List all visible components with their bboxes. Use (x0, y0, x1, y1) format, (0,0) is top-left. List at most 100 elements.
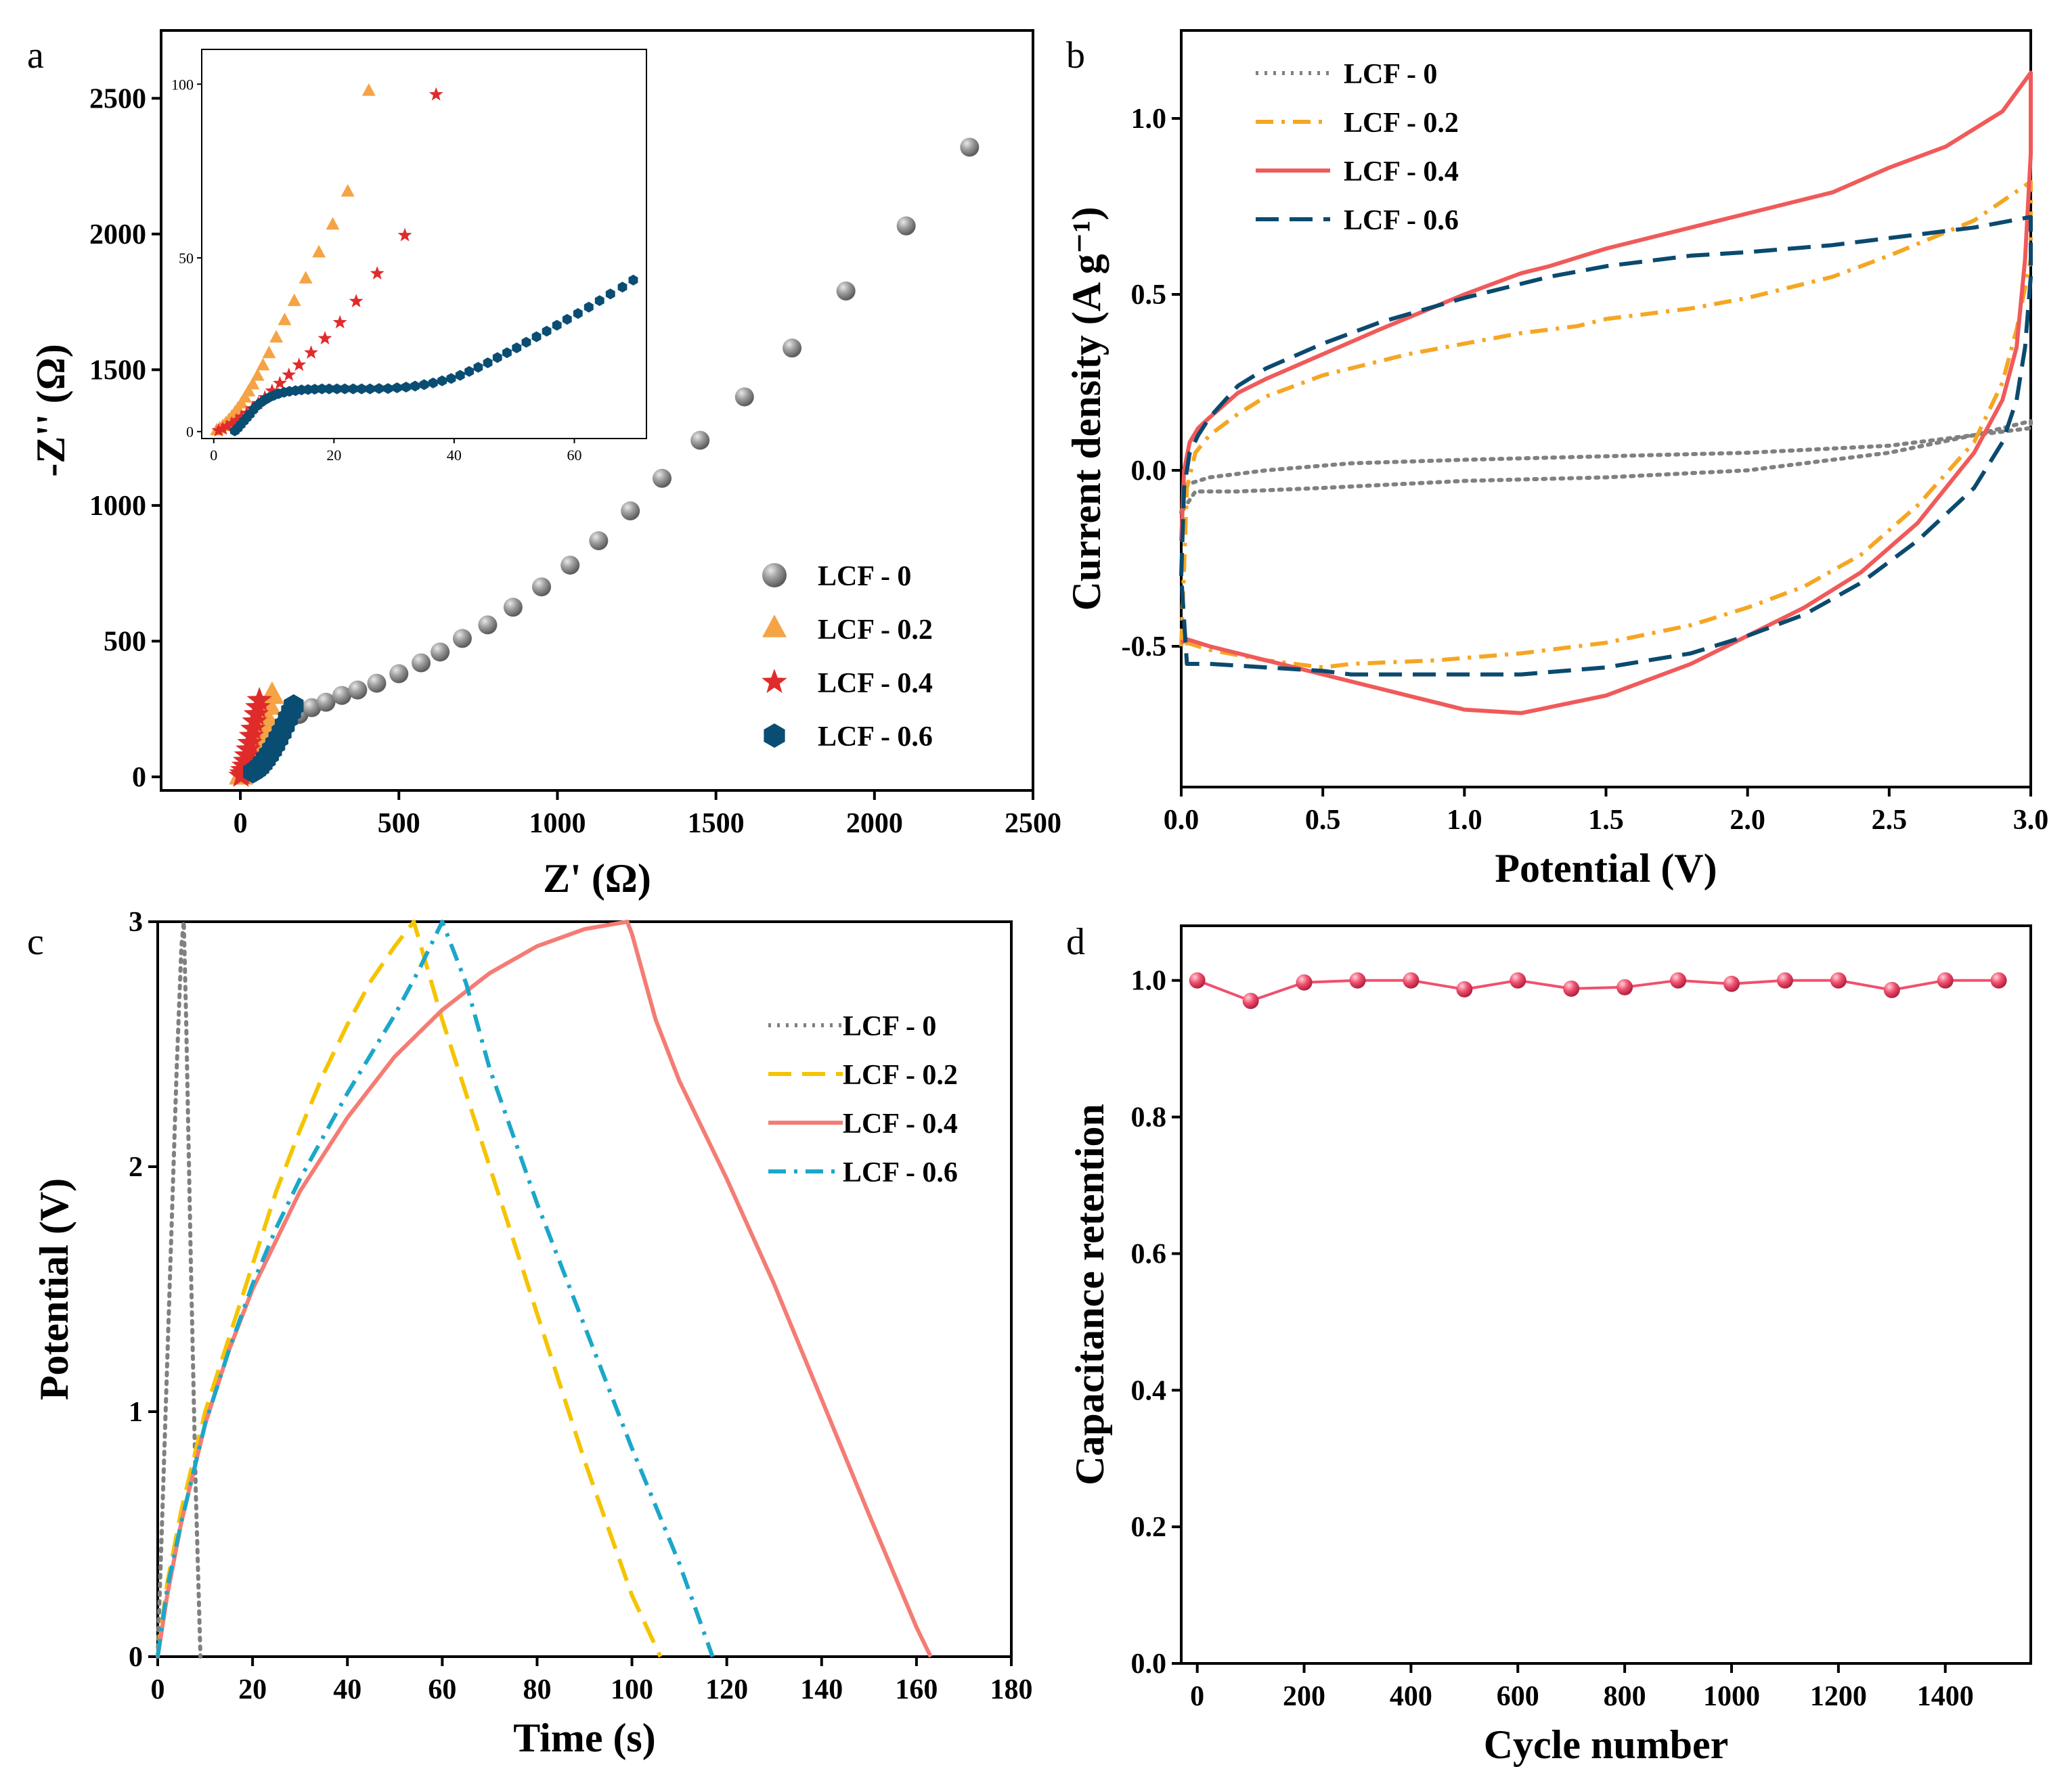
data-point (332, 686, 351, 705)
data-point (412, 653, 431, 673)
legend-label: LCF - 0.4 (818, 668, 933, 699)
data-point (896, 216, 916, 236)
inset-frame (201, 49, 647, 439)
data-point (503, 598, 523, 617)
legend: LCF - 0 LCF - 0.2 LCF - 0.4 LCF - 0.6 (768, 1011, 958, 1188)
data-point (383, 383, 393, 395)
data-point (365, 383, 375, 395)
data-point (836, 282, 856, 301)
data-point (605, 288, 615, 300)
y-tick-label: 500 (104, 626, 146, 657)
data-point (492, 352, 502, 363)
legend-label: LCF - 0.4 (843, 1108, 958, 1140)
x-tick-label: 1200 (1810, 1681, 1867, 1712)
data-point (211, 423, 226, 437)
data-point (783, 338, 802, 358)
x-tick-label: 120 (705, 1674, 748, 1705)
x-tick-label: 1000 (529, 808, 586, 839)
data-point (349, 294, 364, 308)
data-point (340, 383, 350, 395)
data-point (653, 468, 672, 488)
panel-letter: d (1066, 921, 1085, 963)
x-tick-label: 0.5 (1305, 805, 1341, 836)
x-tick-label: 60 (428, 1674, 456, 1705)
x-tick-label: 180 (990, 1674, 1033, 1705)
data-point (764, 723, 785, 748)
data-point (562, 313, 572, 325)
legend: LCF - 0 LCF - 0.2 LCF - 0.4 LCF - 0.6 (1256, 59, 1459, 236)
data-point (340, 183, 355, 197)
data-point (1242, 993, 1259, 1010)
data-point (348, 680, 368, 700)
series-points (1189, 972, 2007, 1010)
data-point (397, 227, 412, 242)
data-point (1616, 979, 1633, 995)
plot-frame (156, 920, 1013, 1658)
panel-letter: a (27, 35, 44, 76)
series-line-LCF-0 (1179, 419, 2033, 515)
inset-x-tick-label: 60 (567, 447, 581, 464)
data-point (256, 357, 270, 371)
y-tick-label: -0.5 (1122, 631, 1167, 663)
data-point (628, 274, 638, 286)
x-tick-label: 1500 (688, 808, 745, 839)
data-point (621, 501, 640, 520)
inset-series-LCF-0.6 (229, 274, 638, 436)
data-point (287, 293, 301, 307)
plot-frame (1180, 29, 2032, 788)
data-point (215, 421, 230, 435)
x-tick-label: 1000 (1703, 1681, 1760, 1712)
data-point (734, 387, 754, 407)
x-tick-label: 200 (1283, 1681, 1325, 1712)
series-line-LCF-0.2 (156, 920, 663, 1658)
y-tick-label: 0 (129, 1642, 143, 1673)
inset-x-tick-label: 0 (210, 447, 217, 464)
x-tick-label: 1.0 (1447, 805, 1482, 836)
data-point (431, 642, 450, 662)
inset-x-tick-label: 20 (326, 447, 341, 464)
legend-label: LCF - 0.2 (818, 614, 933, 646)
data-point (542, 326, 552, 337)
data-point (269, 330, 284, 343)
data-point (324, 383, 334, 395)
y-tick-label: 0.4 (1131, 1375, 1167, 1406)
data-point (464, 365, 474, 377)
series-LCF-0.6 (243, 694, 304, 784)
legend-label: LCF - 0 (843, 1011, 936, 1042)
data-point (1296, 974, 1313, 991)
data-point (1990, 972, 2007, 989)
x-axis-label: Time (s) (513, 1716, 656, 1760)
y-tick-label: 0 (132, 762, 146, 793)
x-tick-label: 40 (333, 1674, 361, 1705)
data-point (584, 301, 594, 313)
data-point (317, 331, 332, 344)
x-tick-label: 20 (238, 1674, 267, 1705)
x-axis-label: Potential (V) (1495, 846, 1717, 891)
data-point (401, 382, 411, 393)
data-point (455, 369, 465, 381)
x-tick-label: 2000 (846, 808, 903, 839)
data-point (389, 664, 409, 684)
data-point (348, 383, 358, 395)
data-point (1830, 972, 1847, 989)
data-point (960, 137, 980, 157)
y-tick-label: 1.0 (1131, 966, 1167, 997)
data-point (428, 87, 443, 101)
data-point (292, 357, 307, 372)
data-point (284, 694, 304, 717)
data-point (370, 266, 384, 279)
data-point (374, 383, 384, 395)
y-tick-label: 1000 (89, 491, 146, 522)
data-point (282, 367, 296, 381)
series-line-LCF-0.4 (1179, 70, 2033, 715)
data-point (446, 373, 456, 384)
y-tick-label: 0.0 (1131, 455, 1167, 487)
data-point (273, 376, 287, 390)
data-point (532, 577, 552, 597)
data-point (326, 217, 340, 230)
x-tick-label: 1400 (1917, 1681, 1974, 1712)
inset: 0 20 40 60 0 50 100 (171, 49, 647, 464)
data-point (250, 368, 265, 381)
data-point (1510, 972, 1526, 989)
y-tick-label: 0.2 (1131, 1512, 1167, 1543)
